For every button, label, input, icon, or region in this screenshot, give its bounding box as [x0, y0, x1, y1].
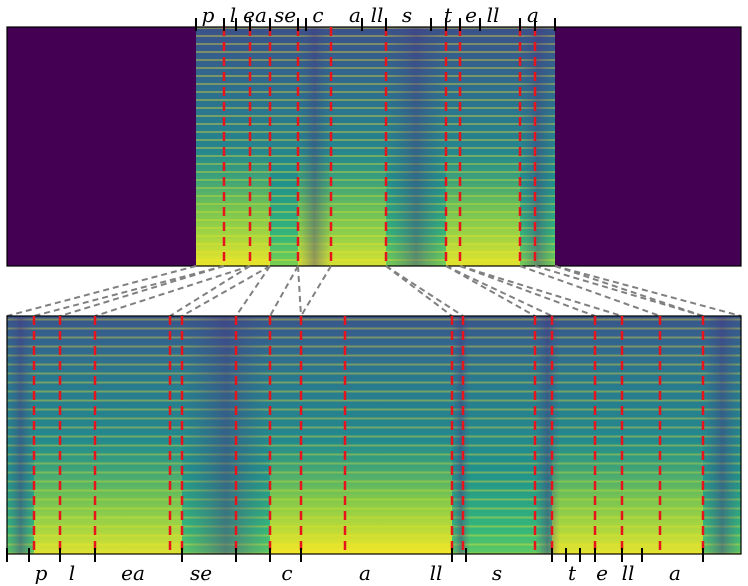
bottom-label-ll: ll [430, 561, 443, 585]
top-label-a-2: a [527, 3, 539, 27]
top-low-energy-region [298, 27, 331, 266]
bottom-label-t: t [568, 561, 577, 585]
connector-line [169, 265, 251, 317]
alignment-connectors [6, 265, 742, 317]
bottom-label-l: l [69, 561, 75, 585]
top-label-se: se [274, 3, 296, 27]
top-label-ll-2: ll [487, 3, 500, 27]
connector-line [445, 265, 553, 317]
top-label-ll: ll [371, 3, 384, 27]
top-energy-band [196, 150, 270, 266]
bottom-spectrogram [6, 315, 742, 562]
connector-line [459, 265, 596, 317]
bottom-low-energy-region [703, 316, 741, 554]
bottom-low-energy-region [7, 316, 34, 554]
bottom-label-a: a [359, 561, 371, 585]
connector-line [385, 265, 464, 317]
connector-line [297, 265, 302, 317]
connector-line [519, 265, 661, 317]
top-label-e: e [465, 3, 477, 27]
top-label-l: l [230, 3, 236, 27]
bottom-label-ll-2: ll [622, 561, 635, 585]
bottom-label-c: c [281, 561, 292, 585]
top-label-c: c [312, 3, 323, 27]
bottom-label-p: p [35, 561, 48, 585]
bottom-low-energy-region [182, 316, 270, 554]
connector-line [300, 265, 332, 317]
bottom-label-se: se [190, 561, 212, 585]
top-label-ea: ea [243, 3, 267, 27]
top-labels: p l ea se c a ll s t e ll a [202, 3, 539, 27]
top-label-a: a [349, 3, 361, 27]
connector-line [6, 265, 197, 317]
connector-line [554, 265, 704, 317]
connector-line [94, 265, 251, 317]
bottom-low-energy-region [452, 316, 470, 554]
bottom-label-e: e [596, 561, 608, 585]
connector-line [554, 265, 742, 317]
bottom-label-a-2: a [669, 561, 681, 585]
top-low-energy-region [386, 27, 446, 266]
connector-line [235, 265, 271, 317]
bottom-energy-band [270, 440, 452, 554]
connector-line [33, 265, 225, 317]
top-low-energy-region [520, 27, 555, 266]
connector-line [181, 265, 271, 317]
connector-line [459, 265, 623, 317]
top-left-padding [7, 27, 196, 266]
top-label-s: s [402, 3, 412, 27]
bottom-energy-band [34, 440, 182, 554]
bottom-label-ea: ea [121, 561, 145, 585]
top-right-padding [555, 27, 741, 266]
bottom-label-s: s [492, 561, 502, 585]
bottom-low-energy-region [535, 316, 560, 554]
bottom-labels: p l ea se c a ll s t e ll a [35, 561, 681, 585]
connector-line [59, 265, 225, 317]
connector-line [534, 265, 704, 317]
connector-line [269, 265, 299, 317]
top-energy-band [446, 150, 520, 266]
bottom-energy-band [552, 440, 703, 554]
top-label-t: t [444, 3, 453, 27]
connector-line [445, 265, 536, 317]
top-spectrogram [6, 18, 742, 267]
top-label-p: p [202, 3, 215, 27]
